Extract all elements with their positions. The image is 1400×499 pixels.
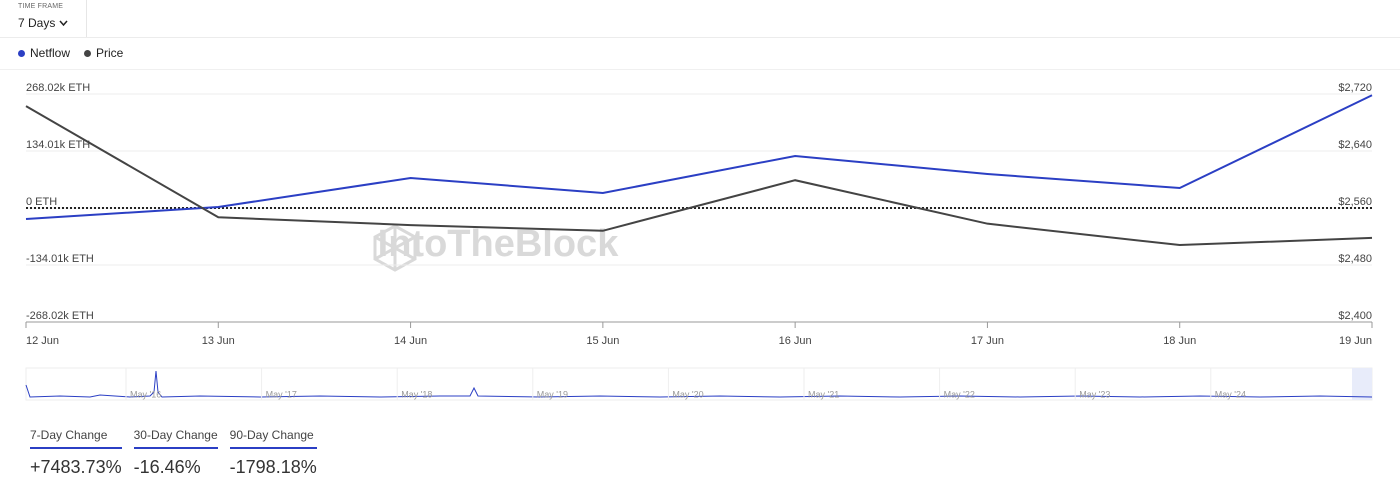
x-tick-label: 17 Jun xyxy=(971,335,1004,347)
x-tick-label: 19 Jun xyxy=(1339,335,1372,347)
legend-label: Price xyxy=(96,46,124,60)
divider xyxy=(0,37,1400,38)
change-stat[interactable]: 90-Day Change -1798.18% xyxy=(229,428,317,478)
navigator-sparkline xyxy=(25,370,1373,398)
y-tick-label: -134.01k ETH xyxy=(26,253,94,265)
navigator-label: May '17 xyxy=(266,389,297,399)
navigator-label: May '19 xyxy=(537,389,568,399)
legend-item[interactable]: Netflow xyxy=(18,46,70,60)
change-stat[interactable]: 30-Day Change -16.46% xyxy=(133,428,218,478)
change-value: -16.46% xyxy=(133,457,201,477)
y-tick-label: 134.01k ETH xyxy=(26,139,90,151)
legend-marker xyxy=(18,49,25,57)
y-tick-label: 0 ETH xyxy=(26,196,57,208)
change-label: 90-Day Change xyxy=(229,428,317,449)
legend-label: Netflow xyxy=(30,46,71,60)
line-series xyxy=(25,94,1373,221)
navigator-label: May '23 xyxy=(1079,389,1110,399)
x-tick-label: 15 Jun xyxy=(586,335,619,347)
legend-marker xyxy=(84,49,92,57)
navigator-label: May '21 xyxy=(808,389,839,399)
x-tick-label: 16 Jun xyxy=(779,335,812,347)
divider xyxy=(86,0,87,37)
navigator-label: May '16 xyxy=(130,389,161,399)
y2-tick-label: $2,400 xyxy=(1338,310,1372,322)
divider xyxy=(0,69,1400,70)
y-tick-label: -268.02k ETH xyxy=(26,310,94,322)
navigator xyxy=(25,367,1373,401)
change-value: -1798.18% xyxy=(229,457,317,477)
y2-tick-label: $2,640 xyxy=(1338,139,1372,151)
x-tick-label: 12 Jun xyxy=(26,335,59,347)
legend: Netflow Price xyxy=(18,46,123,60)
y2-tick-label: $2,560 xyxy=(1338,196,1372,208)
change-value: +7483.73% xyxy=(30,457,122,477)
y2-tick-label: $2,720 xyxy=(1338,82,1372,94)
navigator-selection[interactable] xyxy=(1352,368,1372,400)
change-label: 7-Day Change xyxy=(30,428,122,449)
x-tick-label: 14 Jun xyxy=(394,335,427,347)
change-stat[interactable]: 7-Day Change +7483.73% xyxy=(30,428,122,478)
change-label: 30-Day Change xyxy=(133,428,218,449)
y2-tick-label: $2,480 xyxy=(1338,253,1372,265)
time-frame-value: 7 Days xyxy=(18,16,56,30)
navigator-label: May '18 xyxy=(401,389,432,399)
navigator-label: May '22 xyxy=(944,389,975,399)
change-stats: 7-Day Change +7483.73% 30-Day Change -16.46… xyxy=(30,428,317,478)
navigator-label: May '24 xyxy=(1215,389,1246,399)
x-tick-label: 18 Jun xyxy=(1163,335,1196,347)
legend-item[interactable]: Price xyxy=(84,46,123,60)
y-tick-label: 268.02k ETH xyxy=(26,82,90,94)
x-tick-label: 13 Jun xyxy=(202,335,235,347)
navigator-label: May '20 xyxy=(672,389,703,399)
time-frame-select[interactable]: 7 Days xyxy=(18,16,68,30)
line-series xyxy=(25,105,1373,247)
watermark-logo xyxy=(373,224,417,272)
time-frame-label: TIME FRAME xyxy=(18,3,64,10)
chevron xyxy=(59,20,68,27)
